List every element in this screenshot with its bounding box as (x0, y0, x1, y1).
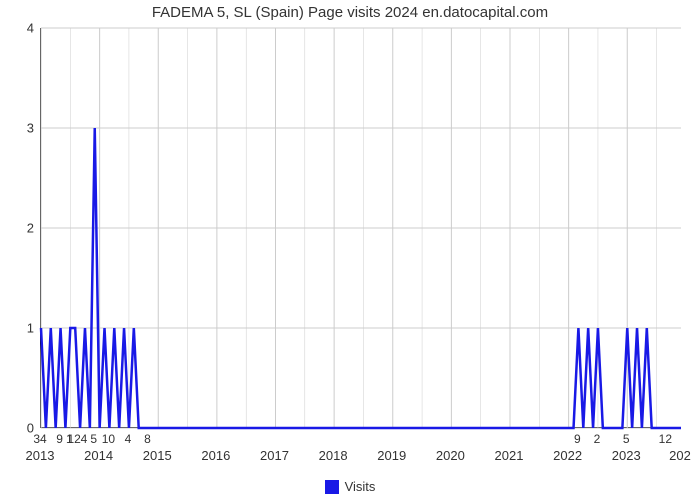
x-year-label: 2014 (84, 448, 113, 463)
plot-area (40, 28, 680, 428)
x-year-label: 2021 (495, 448, 524, 463)
visits-line (41, 128, 681, 428)
x-year-label: 2013 (26, 448, 55, 463)
legend-swatch (325, 480, 339, 494)
x-year-label: 2023 (612, 448, 641, 463)
x-value-label: 4 (125, 432, 132, 446)
x-year-label: 2020 (436, 448, 465, 463)
x-value-label: 8 (144, 432, 151, 446)
chart-title: FADEMA 5, SL (Spain) Page visits 2024 en… (0, 4, 700, 21)
x-year-label: 2022 (553, 448, 582, 463)
x-value-label: 9 (574, 432, 581, 446)
x-year-label: 2018 (319, 448, 348, 463)
x-value-label: 4 (81, 432, 88, 446)
x-year-label: 2016 (201, 448, 230, 463)
x-year-label: 202 (669, 448, 691, 463)
x-value-label: 10 (102, 432, 115, 446)
legend-label: Visits (345, 479, 376, 494)
chart-svg (41, 28, 681, 428)
y-tick-label: 1 (0, 321, 34, 336)
x-value-label: 5 (623, 432, 630, 446)
chart-container: FADEMA 5, SL (Spain) Page visits 2024 en… (0, 0, 700, 500)
x-value-label: 5 (90, 432, 97, 446)
x-value-label: 12 (68, 432, 81, 446)
x-value-label: 12 (659, 432, 672, 446)
x-value-label: 2 (594, 432, 601, 446)
x-value-label: 34 (33, 432, 46, 446)
x-year-label: 2015 (143, 448, 172, 463)
y-tick-label: 2 (0, 221, 34, 236)
y-tick-label: 4 (0, 21, 34, 36)
x-year-label: 2019 (377, 448, 406, 463)
x-value-label: 9 (56, 432, 63, 446)
legend: Visits (0, 479, 700, 494)
y-tick-label: 3 (0, 121, 34, 136)
x-year-label: 2017 (260, 448, 289, 463)
y-tick-label: 0 (0, 421, 34, 436)
